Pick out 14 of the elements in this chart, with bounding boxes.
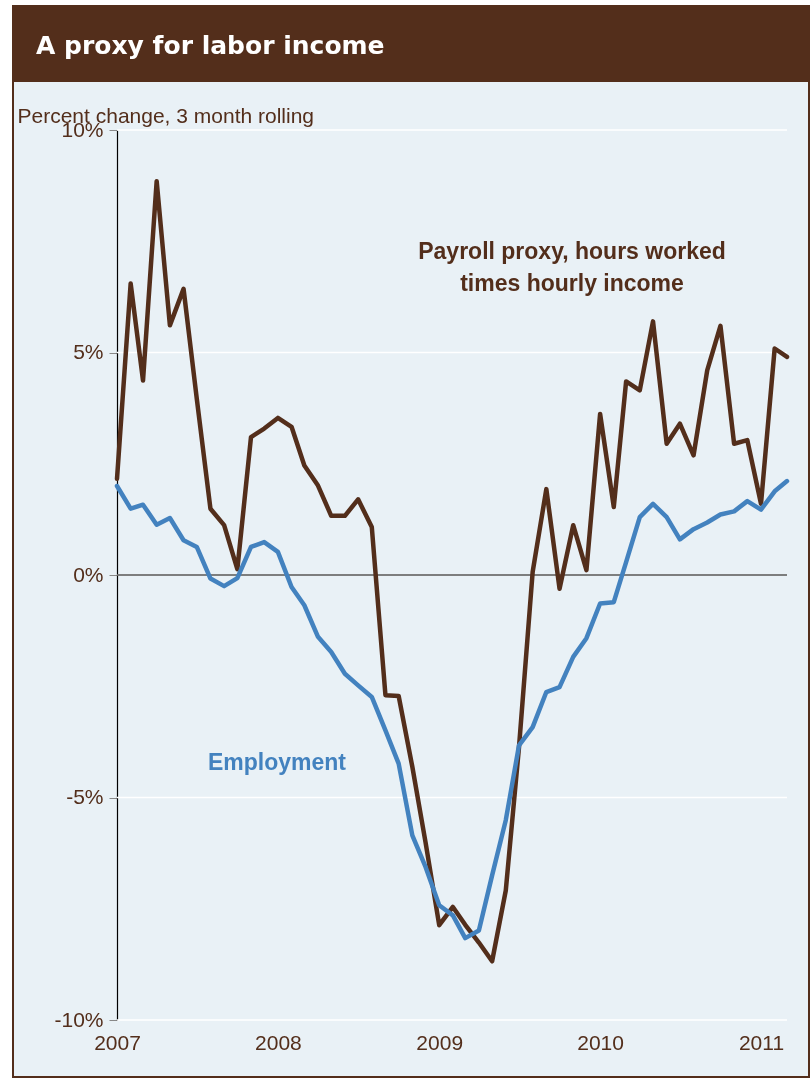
x-tick-label: 2009 <box>416 1030 464 1054</box>
x-tick-label: 2007 <box>94 1030 141 1054</box>
x-tick-label: 2011 <box>738 1030 785 1054</box>
series-label: Payroll proxy, hours worked times hourly income <box>418 238 726 296</box>
series-label: Employment <box>207 749 347 775</box>
y-tick-label: -10% <box>54 1007 104 1031</box>
y-tick-label: -5% <box>66 785 104 808</box>
x-tick-label: 2008 <box>255 1030 302 1054</box>
line-series <box>114 178 790 964</box>
line-series <box>114 478 790 941</box>
y-tick-label: 5% <box>73 340 104 363</box>
x-tick-label: 2010 <box>577 1030 624 1054</box>
chart-title: A proxy for labor income <box>14 7 808 82</box>
y-tick-label: 0% <box>73 562 104 586</box>
